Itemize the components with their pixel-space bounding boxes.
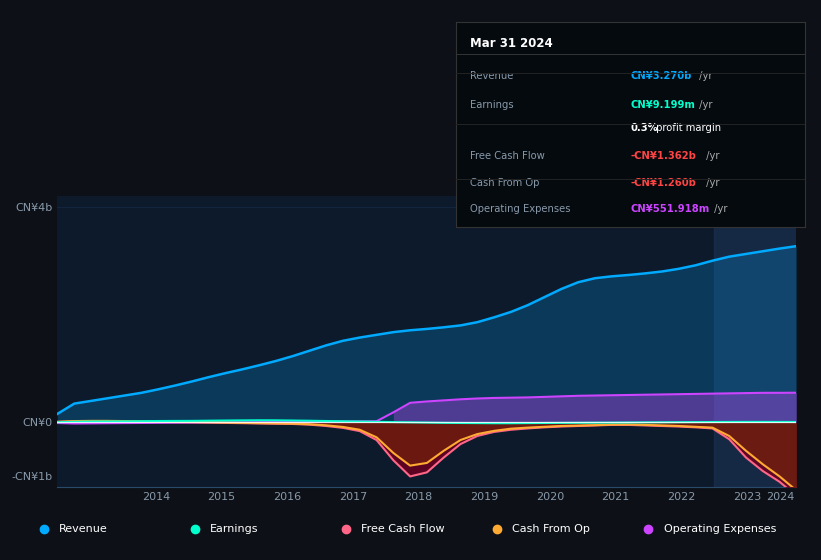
Text: Free Cash Flow: Free Cash Flow [470,151,544,161]
Text: CN¥3.270b: CN¥3.270b [631,72,691,81]
Text: Free Cash Flow: Free Cash Flow [361,524,445,534]
Text: profit margin: profit margin [653,123,721,133]
Bar [456,179,805,180]
Bar [456,124,805,125]
Bar [456,54,805,55]
Text: Operating Expenses: Operating Expenses [470,204,570,214]
Text: 0.3%: 0.3% [631,123,658,133]
Text: /yr: /yr [704,178,720,188]
Text: Mar 31 2024: Mar 31 2024 [470,37,553,50]
Bar [714,196,821,487]
Text: Earnings: Earnings [210,524,259,534]
Text: Cash From Op: Cash From Op [512,524,590,534]
Text: /yr: /yr [696,100,713,110]
Text: Operating Expenses: Operating Expenses [663,524,776,534]
Text: CN¥9.199m: CN¥9.199m [631,100,695,110]
Text: Earnings: Earnings [470,100,513,110]
Text: CN¥551.918m: CN¥551.918m [631,204,709,214]
Text: Revenue: Revenue [470,72,513,81]
Text: -CN¥1.260b: -CN¥1.260b [631,178,696,188]
Text: /yr: /yr [696,72,713,81]
Text: -CN¥1.362b: -CN¥1.362b [631,151,696,161]
Text: /yr: /yr [704,151,720,161]
Text: Revenue: Revenue [59,524,108,534]
Text: Cash From Op: Cash From Op [470,178,539,188]
Text: /yr: /yr [711,204,727,214]
